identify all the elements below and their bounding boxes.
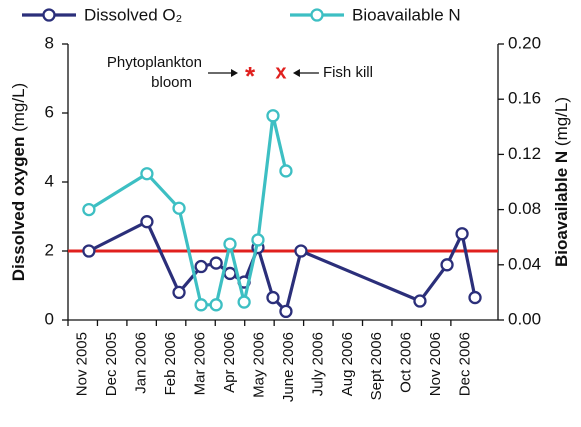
x-tick-label: Dec 2005 xyxy=(103,332,120,396)
x-tick-label: Feb 2006 xyxy=(162,332,179,395)
x-tick-label: Jan 2006 xyxy=(133,332,150,394)
data-point xyxy=(266,290,280,305)
y-tick-label: 8 xyxy=(45,33,54,52)
x-tick-label: July 2006 xyxy=(309,332,326,396)
data-point xyxy=(237,295,251,309)
event-label: Fish kill xyxy=(323,64,373,81)
data-point xyxy=(413,294,427,308)
event-label: Phytoplankton xyxy=(107,54,202,71)
data-point xyxy=(251,233,265,247)
y-axis-unit: (mg/L) xyxy=(9,83,28,132)
y-axis-title-main: Dissolved oxygen xyxy=(9,137,28,282)
data-point xyxy=(209,256,223,270)
legend-marker xyxy=(42,8,56,22)
data-point xyxy=(294,244,308,258)
data-point xyxy=(209,298,223,312)
x-tick-label: Dec 2006 xyxy=(457,332,474,396)
data-point xyxy=(468,290,482,305)
data-point xyxy=(223,237,237,251)
legend-marker xyxy=(310,8,324,22)
x-tick-label: Apr 2006 xyxy=(221,332,238,393)
x-tick-label: Nov 2006 xyxy=(427,332,444,396)
x-tick-label: Nov 2005 xyxy=(74,332,91,396)
series-line xyxy=(88,114,288,307)
x-tick-label: May 2006 xyxy=(250,332,267,398)
event-label: bloom xyxy=(151,74,192,91)
x-tick-label: Mar 2006 xyxy=(192,332,209,395)
y2-tick-label: 0.08 xyxy=(508,199,541,218)
legend-label: Dissolved O₂ xyxy=(84,5,182,24)
y-tick-label: 6 xyxy=(45,102,54,121)
data-point xyxy=(279,304,293,319)
y2-tick-label: 0.16 xyxy=(508,89,541,108)
y-tick-label: 2 xyxy=(45,240,54,259)
data-point xyxy=(172,285,186,300)
x-tick-label: June 2006 xyxy=(280,332,297,402)
data-point xyxy=(82,202,96,217)
legend-label: Bioavailable N xyxy=(352,5,461,24)
y2-tick-label: 0.04 xyxy=(508,254,541,273)
data-point xyxy=(194,298,208,312)
data-point xyxy=(140,167,154,181)
event-marker: x xyxy=(275,61,286,83)
data-point xyxy=(455,227,469,241)
data-point xyxy=(82,244,96,258)
event-marker: * xyxy=(245,61,256,91)
y-tick-label: 4 xyxy=(45,171,54,190)
x-tick-label: Aug 2006 xyxy=(339,332,356,396)
data-point xyxy=(194,259,208,274)
data-point xyxy=(279,164,293,178)
y2-tick-label: 0.00 xyxy=(508,309,541,328)
data-point xyxy=(266,109,280,123)
data-point xyxy=(223,266,237,281)
y2-tick-label: 0.20 xyxy=(508,33,541,52)
y2-axis-unit: (mg/L) xyxy=(552,97,571,146)
x-tick-label: Oct 2006 xyxy=(398,332,415,393)
arrow-head xyxy=(292,68,300,77)
y2-axis-title: Bioavailable N (mg/L) xyxy=(552,97,571,267)
arrow-head xyxy=(231,68,239,77)
x-tick-label: Sept 2006 xyxy=(368,332,385,400)
y2-tick-label: 0.12 xyxy=(508,144,541,163)
y-tick-label: 0 xyxy=(45,309,54,328)
data-point xyxy=(440,258,454,272)
data-point xyxy=(140,215,154,229)
y2-axis-title-main: Bioavailable N xyxy=(552,151,571,267)
y-axis-title: Dissolved oxygen (mg/L) xyxy=(9,83,28,281)
data-point xyxy=(172,201,186,215)
